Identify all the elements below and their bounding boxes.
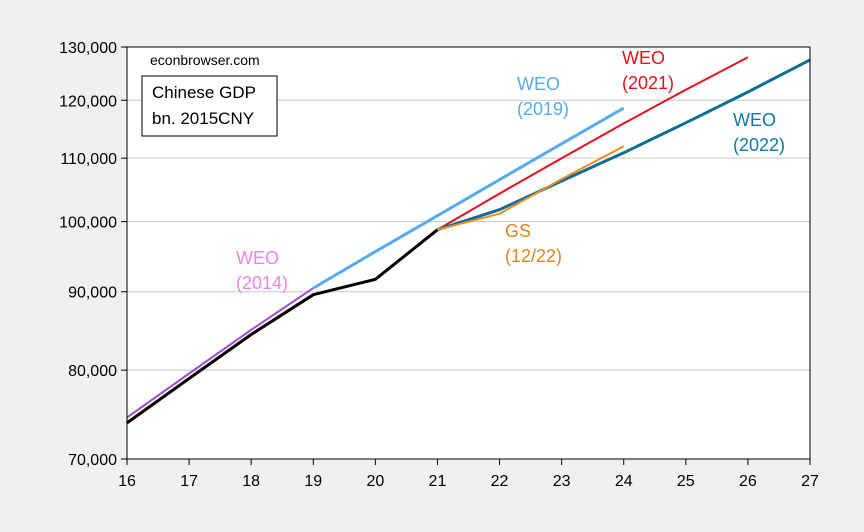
- x-tick-label: 17: [180, 473, 198, 490]
- legend-box: [141, 75, 278, 137]
- legend-box-line1: Chinese GDP: [152, 83, 256, 102]
- series-line-gs: [437, 145, 625, 231]
- annotation-gs: GS: [505, 221, 531, 241]
- y-tick-label: 100,000: [59, 215, 117, 232]
- annotation-weo2014: (2014): [236, 273, 288, 293]
- y-tick-label: 120,000: [59, 93, 117, 110]
- x-axis: 16 17 18 19 20 21 22 23 24 25 26 27: [118, 459, 819, 490]
- x-tick-label: 24: [615, 473, 633, 490]
- watermark-text: econbrowser.com: [150, 52, 260, 68]
- annotation-weo2022: (2022): [733, 135, 785, 155]
- series-line-actual: [126, 228, 439, 425]
- annotation-weo2022: WEO: [733, 110, 776, 130]
- series-line-weo2022: [437, 58, 811, 232]
- legend-box-line2: bn. 2015CNY: [152, 109, 254, 128]
- y-axis: 70,000 80,000 90,000 100,000 110,000 120,000 1…: [59, 40, 127, 469]
- x-tick-label: 16: [118, 473, 136, 490]
- y-tick-label: 90,000: [68, 285, 117, 302]
- x-tick-label: 25: [677, 473, 695, 490]
- annotation-weo2019: (2019): [517, 99, 569, 119]
- series-line-weo2014: [126, 287, 314, 419]
- x-tick-label: 21: [429, 473, 447, 490]
- x-tick-label: 18: [242, 473, 260, 490]
- series-lines: [126, 56, 811, 425]
- y-tick-label: 130,000: [59, 40, 117, 57]
- annotation-weo2021: (2021): [622, 73, 674, 93]
- annotation-weo2021: WEO: [622, 48, 665, 68]
- y-tick-label: 110,000: [60, 151, 117, 168]
- annotation-gs: (12/22): [505, 246, 562, 266]
- x-tick-label: 19: [304, 473, 322, 490]
- x-tick-label: 26: [739, 473, 757, 490]
- annotation-weo2014: WEO: [236, 248, 279, 268]
- series-line-weo2021: [436, 56, 749, 231]
- x-tick-label: 20: [366, 473, 384, 490]
- series-annotations: WEO (2014) WEO (2019) WEO (2021) WEO (2022) GS (1…: [236, 48, 785, 293]
- plot-frame: [126, 46, 811, 460]
- x-tick-label: 27: [801, 473, 819, 490]
- series-line-weo2019: [312, 106, 625, 290]
- y-tick-label: 80,000: [68, 363, 117, 380]
- annotation-weo2019: WEO: [517, 74, 560, 94]
- x-tick-label: 22: [491, 473, 509, 490]
- y-tick-label: 70,000: [68, 452, 117, 469]
- x-tick-label: 23: [553, 473, 571, 490]
